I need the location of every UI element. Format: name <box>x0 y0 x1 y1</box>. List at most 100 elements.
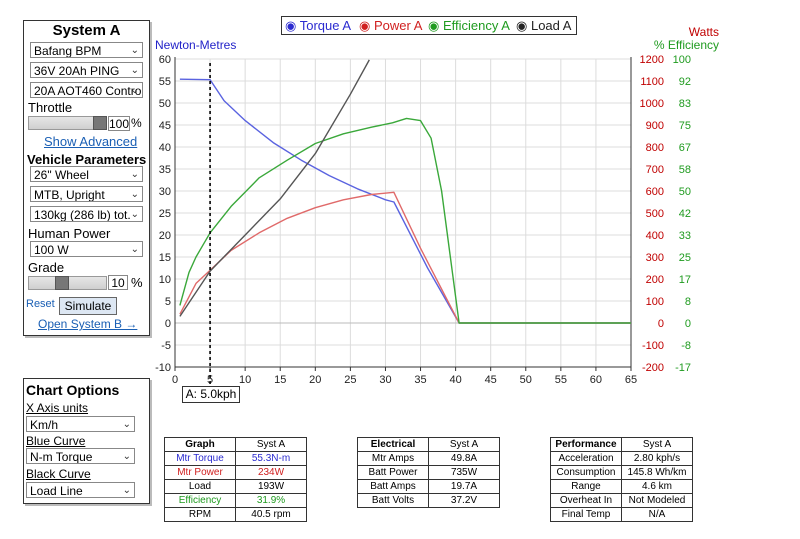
legend-power[interactable]: ◉ Power A <box>359 18 423 33</box>
x-tick-label: 0 <box>172 374 178 386</box>
simulate-button[interactable]: Simulate <box>59 297 117 315</box>
series-line-efficiency-a <box>179 117 631 324</box>
row-label: Batt Volts <box>357 493 429 508</box>
x-tick-label: 65 <box>625 374 637 386</box>
graph-table: Graph Syst A Mtr Torque 55.3N-m Mtr Power 234… <box>164 437 307 522</box>
open-system-b-link[interactable]: Open System B → <box>38 317 138 331</box>
throttle-input[interactable]: 100 <box>108 116 130 131</box>
chevron-down-icon: ⌄ <box>130 45 139 56</box>
table-row: Efficiency 31.9% <box>164 493 307 508</box>
throttle-slider-thumb[interactable] <box>93 116 107 130</box>
black-curve-select[interactable]: Load Line ⌄ <box>26 482 135 498</box>
watts-tick-label: 800 <box>646 142 664 154</box>
left-tick-label: 10 <box>159 274 171 286</box>
row-value: 2.80 kph/s <box>621 451 693 466</box>
efficiency-tick-label: 42 <box>679 208 691 220</box>
left-tick-label: 45 <box>159 120 171 132</box>
table-row: Final Temp N/A <box>550 507 693 522</box>
watts-tick-label: 600 <box>646 186 664 198</box>
efficiency-tick-label: 33 <box>679 230 691 242</box>
grade-input[interactable]: 10 <box>108 275 128 290</box>
row-label: Range <box>550 479 622 494</box>
table-row: Acceleration 2.80 kph/s <box>550 451 693 466</box>
table-header: Electrical <box>357 437 429 452</box>
efficiency-tick-label: 0 <box>685 318 691 330</box>
table-header: Performance <box>550 437 622 452</box>
battery-select[interactable]: 36V 20Ah PING ⌄ <box>30 62 143 78</box>
row-label: Efficiency <box>164 493 236 508</box>
left-tick-label: 55 <box>159 76 171 88</box>
table-row: Mtr Amps 49.8A <box>357 451 500 466</box>
chevron-down-icon: ⌄ <box>122 451 131 462</box>
left-tick-label: 60 <box>159 54 171 66</box>
bike-type-select[interactable]: MTB, Upright ⌄ <box>30 186 143 202</box>
watts-tick-label: 700 <box>646 164 664 176</box>
watts-tick-label: -200 <box>642 362 664 374</box>
row-label: Load <box>164 479 236 494</box>
table-row: Batt Amps 19.7A <box>357 479 500 494</box>
table-row: Batt Power 735W <box>357 465 500 480</box>
left-tick-label: 20 <box>159 230 171 242</box>
show-advanced-link[interactable]: Show Advanced <box>44 134 138 149</box>
chevron-down-icon: ⌄ <box>130 244 139 255</box>
left-tick-label: 25 <box>159 208 171 220</box>
watts-tick-label: 0 <box>658 318 664 330</box>
left-tick-label: -10 <box>155 362 171 374</box>
x-tick-label: 30 <box>379 374 391 386</box>
left-tick-label: 30 <box>159 186 171 198</box>
series-line-power-a <box>179 191 631 324</box>
efficiency-tick-label: -8 <box>681 340 691 352</box>
performance-table: Performance Syst A Acceleration 2.80 kph/s C… <box>550 437 693 522</box>
grade-label: Grade <box>28 260 65 275</box>
blue-curve-select[interactable]: N-m Torque ⌄ <box>26 448 135 464</box>
grade-slider-thumb[interactable] <box>54 276 69 290</box>
row-value: 31.9% <box>235 493 307 508</box>
reset-link[interactable]: Reset <box>26 298 55 310</box>
wheel-select[interactable]: 26" Wheel ⌄ <box>30 166 143 182</box>
grade-slider[interactable] <box>28 276 107 290</box>
human-power-select[interactable]: 100 W ⌄ <box>30 241 143 257</box>
row-label: Acceleration <box>550 451 622 466</box>
chart-options-title: Chart Options <box>26 382 120 398</box>
row-value: 49.8A <box>428 451 500 466</box>
legend-load[interactable]: ◉ Load A <box>516 18 572 33</box>
efficiency-tick-label: -17 <box>675 362 691 374</box>
row-value: 40.5 rpm <box>235 507 307 522</box>
x-tick-label: 35 <box>414 374 426 386</box>
grade-unit: % <box>131 275 143 290</box>
row-value: 55.3N-m <box>235 451 307 466</box>
efficiency-tick-label: 92 <box>679 76 691 88</box>
left-tick-label: 15 <box>159 252 171 264</box>
weight-select[interactable]: 130kg (286 lb) tot. ⌄ <box>30 206 143 222</box>
row-value: 4.6 km <box>621 479 693 494</box>
blue-curve-label: Blue Curve <box>26 434 86 448</box>
row-label: Batt Amps <box>357 479 429 494</box>
watts-axis-title: Watts <box>689 25 719 39</box>
vehicle-parameters-title: Vehicle Parameters <box>27 152 147 167</box>
table-row: Range 4.6 km <box>550 479 693 494</box>
x-axis-units-select[interactable]: Km/h ⌄ <box>26 416 135 432</box>
legend-torque[interactable]: ◉ Torque A <box>285 18 352 33</box>
throttle-slider[interactable] <box>28 116 107 130</box>
legend-efficiency[interactable]: ◉ Efficiency A <box>428 18 510 33</box>
table-header: Syst A <box>235 437 307 452</box>
black-curve-label: Black Curve <box>26 467 91 481</box>
watts-tick-label: 900 <box>646 120 664 132</box>
x-tick-label: 10 <box>239 374 251 386</box>
efficiency-tick-label: 67 <box>679 142 691 154</box>
table-row: Overheat In Not Modeled <box>550 493 693 508</box>
performance-chart[interactable]: 0 5 10 15 20 25 30 35 40 45 50 55 60 65 -10 -5 0 5 10 15 20 2… <box>0 0 800 400</box>
controller-select[interactable]: 20A AOT460 Contro ⌄ <box>30 82 143 98</box>
motor-select[interactable]: Bafang BPM ⌄ <box>30 42 143 58</box>
efficiency-tick-label: 100 <box>673 54 691 66</box>
x-tick-label: 15 <box>274 374 286 386</box>
left-axis-title: Newton-Metres <box>155 38 236 52</box>
left-tick-label: 5 <box>165 296 171 308</box>
system-a-title: System A <box>52 22 121 39</box>
row-label: Mtr Amps <box>357 451 429 466</box>
x-tick-label: 50 <box>520 374 532 386</box>
chevron-down-icon: ⌄ <box>130 85 139 96</box>
watts-tick-label: 1200 <box>640 54 664 66</box>
chevron-down-icon: ⌄ <box>122 419 131 430</box>
table-row: Load 193W <box>164 479 307 494</box>
